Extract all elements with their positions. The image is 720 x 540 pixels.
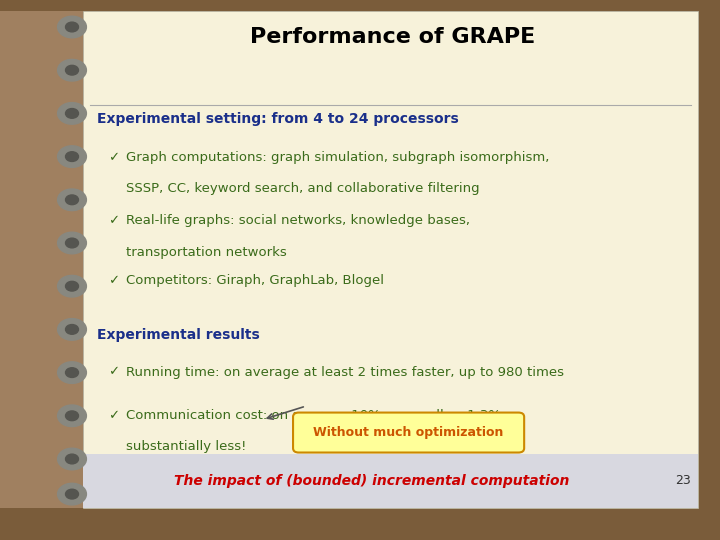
Circle shape (66, 195, 78, 205)
Circle shape (58, 189, 86, 211)
Text: ✓: ✓ (108, 366, 119, 379)
Circle shape (58, 103, 86, 124)
Circle shape (66, 454, 78, 464)
Circle shape (66, 152, 78, 161)
Circle shape (66, 109, 78, 118)
Bar (83, 11, 698, 508)
Text: substantially less!: substantially less! (126, 440, 246, 453)
Text: Without much optimization: Without much optimization (313, 426, 504, 439)
Circle shape (66, 65, 78, 75)
Circle shape (66, 489, 78, 499)
Circle shape (58, 362, 86, 383)
Circle shape (58, 448, 86, 470)
Circle shape (58, 405, 86, 427)
Text: ✓: ✓ (108, 214, 119, 227)
Text: Experimental setting: from 4 to 24 processors: Experimental setting: from 4 to 24 proce… (97, 112, 459, 126)
Circle shape (58, 232, 86, 254)
Circle shape (58, 483, 86, 505)
Circle shape (58, 275, 86, 297)
Circle shape (58, 16, 86, 38)
Text: transportation networks: transportation networks (126, 246, 287, 259)
Text: Communication cost: on average 10%, as small as 1.3%,: Communication cost: on average 10%, as s… (126, 409, 505, 422)
Circle shape (58, 59, 86, 81)
Text: The impact of (bounded) incremental computation: The impact of (bounded) incremental comp… (174, 474, 570, 488)
Text: ✓: ✓ (108, 151, 119, 164)
Text: ✓: ✓ (108, 409, 119, 422)
Text: Performance of GRAPE: Performance of GRAPE (250, 27, 535, 47)
Circle shape (66, 22, 78, 32)
Bar (0, 11, 83, 508)
Text: Real-life graphs: social networks, knowledge bases,: Real-life graphs: social networks, knowl… (126, 214, 470, 227)
Text: 23: 23 (675, 474, 691, 487)
Text: ✓: ✓ (108, 274, 119, 287)
Circle shape (66, 411, 78, 421)
Circle shape (66, 238, 78, 248)
Circle shape (58, 146, 86, 167)
Text: SSSP, CC, keyword search, and collaborative filtering: SSSP, CC, keyword search, and collaborat… (126, 182, 480, 195)
Text: Running time: on average at least 2 times faster, up to 980 times: Running time: on average at least 2 time… (126, 366, 564, 379)
Text: Graph computations: graph simulation, subgraph isomorphism,: Graph computations: graph simulation, su… (126, 151, 549, 164)
Circle shape (66, 368, 78, 377)
Circle shape (66, 281, 78, 291)
FancyBboxPatch shape (293, 413, 524, 453)
Circle shape (58, 319, 86, 340)
Text: Experimental results: Experimental results (97, 328, 260, 342)
Text: Competitors: Giraph, GraphLab, Blogel: Competitors: Giraph, GraphLab, Blogel (126, 274, 384, 287)
Circle shape (66, 325, 78, 334)
Bar (83, 454, 698, 508)
